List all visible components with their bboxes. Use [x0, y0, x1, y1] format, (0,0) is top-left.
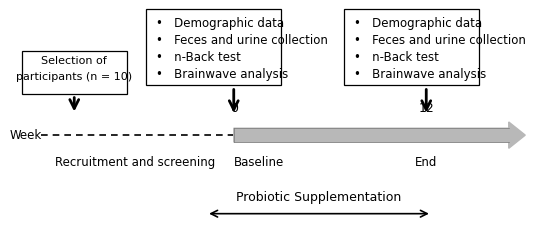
Text: •   Brainwave analysis: • Brainwave analysis [354, 68, 486, 81]
Text: Recruitment and screening: Recruitment and screening [54, 156, 215, 169]
Text: 0: 0 [230, 103, 238, 116]
Text: Selection of: Selection of [41, 56, 107, 66]
Text: •   n-Back test: • n-Back test [156, 51, 240, 64]
Text: •   Demographic data: • Demographic data [156, 17, 284, 30]
Text: Week: Week [10, 129, 42, 142]
Text: Baseline: Baseline [234, 156, 284, 169]
Text: participants (​n​ = 10): participants (​n​ = 10) [16, 72, 133, 82]
FancyBboxPatch shape [22, 51, 126, 94]
Text: •   Feces and urine collection: • Feces and urine collection [156, 34, 327, 47]
Text: •   Feces and urine collection: • Feces and urine collection [354, 34, 526, 47]
FancyBboxPatch shape [344, 9, 478, 85]
Text: Probiotic Supplementation: Probiotic Supplementation [236, 191, 402, 204]
Text: 12: 12 [419, 103, 434, 116]
Text: •   Brainwave analysis: • Brainwave analysis [156, 68, 288, 81]
Text: •   n-Back test: • n-Back test [354, 51, 438, 64]
Text: End: End [415, 156, 437, 169]
Text: •   Demographic data: • Demographic data [354, 17, 482, 30]
FancyArrow shape [234, 122, 525, 148]
FancyBboxPatch shape [146, 9, 280, 85]
